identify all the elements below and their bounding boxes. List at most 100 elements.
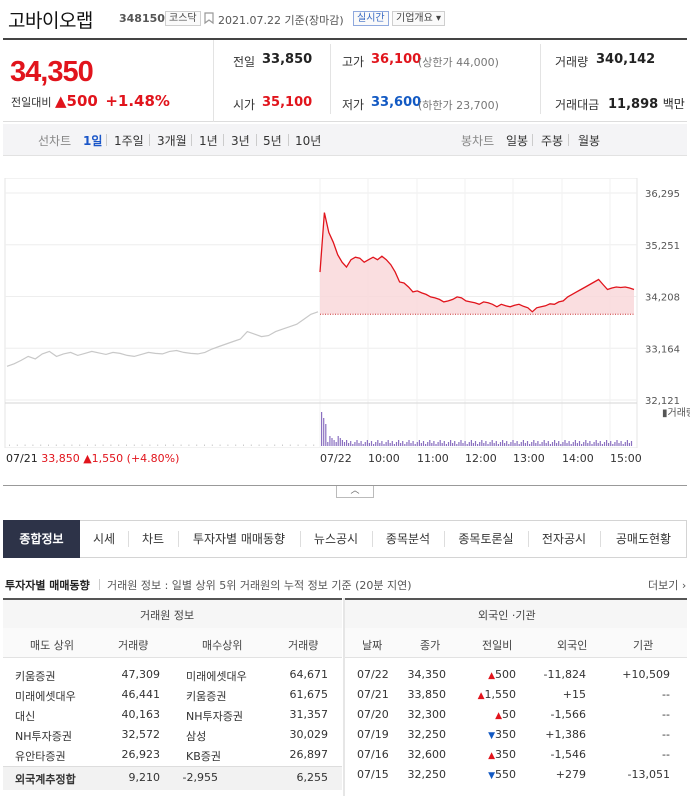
x-label: 10:00	[368, 452, 400, 465]
volume-bar	[385, 442, 387, 446]
volume-bar	[485, 441, 487, 446]
broker-sell-volume: 46,441	[121, 688, 161, 701]
x-label: 12:00	[465, 452, 497, 465]
candle-weekly[interactable]: 주봉	[541, 134, 564, 148]
volume-bar	[547, 441, 549, 446]
volume-bar	[570, 444, 572, 446]
volume-bar	[196, 444, 198, 446]
volume-bar	[545, 443, 547, 446]
period-1y[interactable]: 1년	[199, 134, 218, 148]
company-info-dropdown[interactable]: 기업개요 ▾	[392, 11, 445, 26]
collapse-chart-button[interactable]: ︿	[336, 486, 374, 498]
volume-bar	[370, 441, 373, 446]
volume-bar	[331, 438, 333, 446]
volume-bar	[458, 442, 460, 446]
volume-bar	[429, 440, 431, 446]
period-10y[interactable]: 10년	[295, 134, 322, 148]
flow-diff: ▼350	[488, 728, 516, 741]
volume-bar	[456, 444, 458, 446]
volume-bar	[400, 443, 402, 446]
candle-daily[interactable]: 일봉	[506, 134, 529, 148]
volume-bar	[110, 444, 112, 446]
volume-bar	[522, 440, 524, 446]
tab-news[interactable]: 뉴스공시	[313, 532, 359, 546]
volume-bar	[439, 440, 441, 446]
section-title: 투자자별 매매동향	[5, 579, 90, 592]
tab-disclosure[interactable]: 전자공시	[541, 532, 587, 546]
price-change: 전일대비 ▲500 +1.48%	[11, 92, 170, 110]
date-text: 2021.07.22 기준(장마감)	[218, 14, 344, 27]
volume-bar	[535, 443, 537, 446]
x-label: 07/22	[320, 452, 352, 465]
tab-short-selling[interactable]: 공매도현황	[615, 532, 672, 546]
tab-price[interactable]: 시세	[92, 532, 116, 546]
volume-bar	[564, 440, 566, 446]
period-1d[interactable]: 1일	[83, 134, 103, 148]
market-badge: 코스닥	[165, 11, 201, 26]
volume-bar	[612, 444, 614, 446]
volume-bar	[63, 444, 65, 446]
period-1w[interactable]: 1주일	[114, 134, 144, 148]
broker-header: 거래원 정보	[140, 609, 195, 622]
bookmark-icon[interactable]	[203, 11, 215, 25]
flow-date: 07/19	[357, 728, 389, 741]
volume-bar	[520, 442, 522, 446]
volume-bar	[560, 444, 562, 446]
more-link[interactable]: 더보기 ›	[648, 579, 687, 592]
volume-bar	[356, 440, 358, 446]
volume-bar	[389, 443, 391, 446]
x-label: 13:00	[513, 452, 545, 465]
candle-monthly[interactable]: 월봉	[578, 134, 601, 148]
volume-bar	[337, 436, 339, 446]
flow-institution: -13,051	[627, 768, 670, 781]
volume-bar	[472, 443, 474, 446]
tab-discussion[interactable]: 종목토론실	[458, 532, 514, 546]
tab-chart[interactable]: 차트	[141, 532, 165, 546]
volume-bar	[289, 444, 291, 446]
volume-bar	[266, 444, 268, 446]
volume-bar	[614, 442, 616, 446]
broker-buy-volume: 64,671	[289, 668, 329, 681]
period-3m[interactable]: 3개월	[157, 134, 187, 148]
price-chart[interactable]: 36,295 35,251 34,208 33,164 32,121▮거래량	[0, 178, 690, 448]
flow-close: 32,300	[407, 708, 447, 721]
volume-bar	[274, 444, 276, 446]
broker-buy-volume: 61,675	[289, 688, 329, 701]
flow-date: 07/21	[357, 688, 389, 701]
live-button[interactable]: 실시간	[353, 11, 389, 26]
volume-bar	[626, 440, 628, 446]
volume-bar	[402, 441, 404, 446]
volume-bar	[366, 440, 368, 446]
tab-analysis[interactable]: 종목분석	[385, 532, 431, 546]
volume-bar	[235, 444, 237, 446]
broker-sell-volume: 32,572	[121, 728, 161, 741]
period-5y[interactable]: 5년	[263, 134, 282, 148]
divider	[213, 40, 214, 122]
tab-summary[interactable]: 종합정보	[3, 520, 80, 558]
volume-bar	[352, 444, 354, 446]
period-3y[interactable]: 3년	[231, 134, 250, 148]
volume-bar	[87, 444, 88, 446]
volume-bar	[610, 441, 612, 446]
tab-investor[interactable]: 투자자별 매매동향	[192, 532, 286, 546]
volume-bar	[321, 412, 323, 446]
volume-bar	[393, 444, 395, 446]
volume-bar	[354, 442, 356, 446]
volume-bar	[599, 441, 601, 446]
broker-buy-volume: 30,029	[289, 728, 329, 741]
y-tick-label: 35,251	[645, 241, 680, 252]
flow-date: 07/16	[357, 748, 389, 761]
flow-foreign: +15	[562, 688, 586, 701]
volume-bar	[16, 444, 18, 446]
stock-code: 348150	[119, 12, 165, 25]
volume-bar	[398, 440, 400, 446]
volume-bar	[518, 444, 520, 446]
volume-bar	[418, 440, 420, 446]
volume-bar	[578, 441, 581, 446]
flow-institution: --	[662, 688, 670, 701]
flow-date: 07/15	[357, 768, 389, 781]
prev-day-line	[6, 311, 319, 367]
broker-sell-name: 대신	[15, 710, 36, 723]
volume-bar	[325, 424, 327, 446]
x-label: 11:00	[417, 452, 449, 465]
